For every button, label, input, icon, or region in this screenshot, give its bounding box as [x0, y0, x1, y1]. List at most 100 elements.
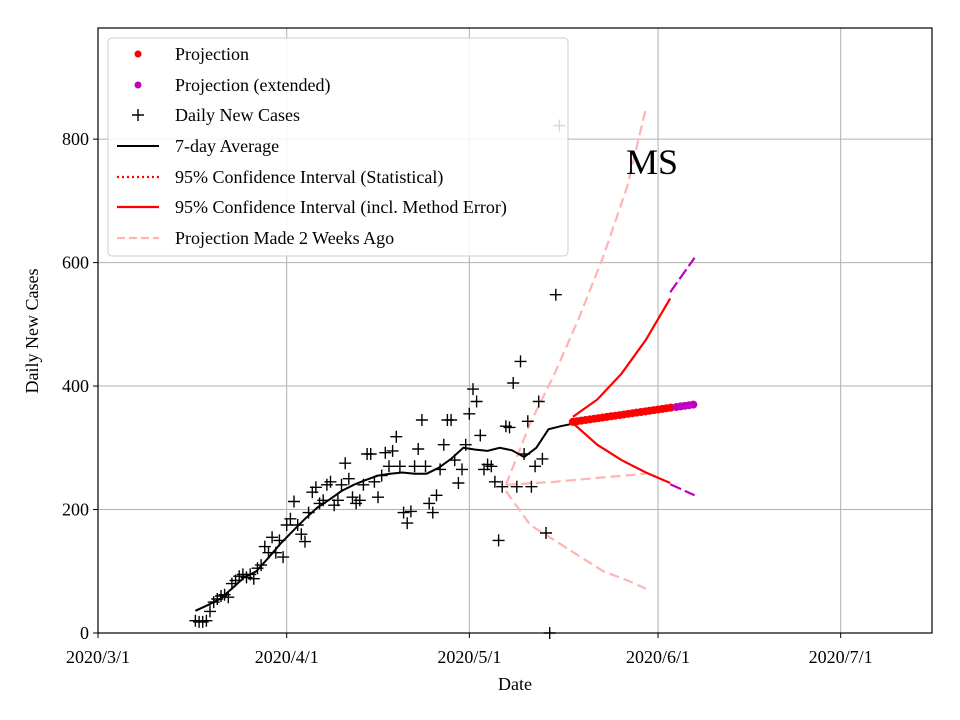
y-axis-label: Daily New Cases — [22, 269, 42, 394]
x-tick-label: 2020/5/1 — [437, 647, 501, 667]
ci-method-line — [572, 422, 671, 485]
legend-symbol-daily — [132, 109, 144, 121]
daily-case-marker — [247, 572, 260, 585]
daily-case-marker — [222, 591, 235, 604]
daily-case-marker — [496, 480, 509, 493]
daily-case-marker — [295, 528, 308, 541]
daily-case-marker — [412, 443, 425, 455]
legend-label: Daily New Cases — [175, 105, 300, 125]
plot-series — [189, 108, 698, 639]
daily-case-marker — [532, 395, 545, 408]
daily-case-marker — [488, 475, 501, 488]
daily-case-marker — [258, 540, 271, 553]
y-tick-label: 400 — [62, 376, 89, 396]
daily-case-marker — [204, 605, 216, 618]
daily-case-marker — [430, 489, 443, 502]
daily-case-marker — [456, 463, 468, 476]
daily-case-marker — [335, 478, 348, 491]
daily-case-marker — [437, 438, 450, 451]
daily-case-marker — [397, 506, 410, 519]
daily-case-marker — [357, 478, 370, 491]
legend-symbol-projection — [134, 50, 142, 58]
daily-case-marker — [507, 377, 520, 389]
ci-method-line — [572, 297, 672, 418]
axis-ticks: 2020/3/1 2020/4/1 2020/5/1 2020/6/1 2020/7/1… — [62, 129, 873, 667]
legend-symbol-projection-extended — [134, 81, 142, 89]
daily-case-marker — [434, 463, 447, 476]
projection-extended-point — [689, 400, 698, 409]
legend-label: Projection Made 2 Weeks Ago — [175, 228, 394, 248]
proj-2w-line — [505, 472, 646, 486]
daily-case-marker — [291, 519, 304, 531]
daily-case-marker — [368, 475, 381, 488]
legend-box — [107, 37, 569, 257]
daily-case-marker — [536, 452, 549, 465]
y-tick-label: 600 — [62, 253, 89, 273]
legend-label: 7-day Average — [175, 136, 279, 156]
daily-case-marker — [426, 506, 439, 519]
legend-label: 95% Confidence Interval (incl. Method Er… — [175, 197, 507, 218]
daily-case-marker — [474, 429, 487, 442]
daily-case-marker — [445, 414, 458, 426]
daily-case-marker — [404, 505, 417, 518]
x-tick-label: 2020/6/1 — [626, 647, 690, 667]
daily-case-marker — [383, 460, 395, 473]
daily-case-marker — [463, 407, 476, 420]
daily-case-marker — [549, 288, 562, 301]
daily-case-marker — [353, 494, 366, 507]
y-tick-label: 200 — [62, 500, 89, 520]
daily-case-marker — [339, 457, 352, 470]
plot-frame — [97, 27, 933, 634]
ci-extended-line — [669, 483, 696, 497]
daily-case-marker — [284, 512, 297, 525]
daily-case-marker — [346, 491, 359, 504]
daily-case-marker — [200, 614, 213, 627]
avg7-line — [194, 423, 571, 612]
daily-case-marker — [273, 534, 286, 547]
daily-case-marker — [423, 497, 436, 510]
daily-case-marker — [269, 546, 282, 559]
legend: Projection Projection (extended) Daily New… — [107, 37, 569, 257]
daily-case-marker — [467, 383, 479, 396]
daily-case-marker — [375, 469, 388, 482]
daily-case-marker — [288, 495, 300, 508]
daily-case-marker — [408, 460, 421, 473]
daily-case-marker — [379, 446, 392, 459]
daily-case-marker — [342, 472, 355, 485]
daily-case-marker — [518, 448, 531, 460]
daily-case-marker — [266, 531, 279, 544]
x-axis-label: Date — [498, 674, 532, 694]
legend-label: Projection — [175, 44, 249, 64]
daily-case-marker — [302, 506, 315, 519]
daily-case-marker — [255, 559, 268, 572]
daily-case-marker — [419, 460, 432, 473]
daily-case-marker — [470, 395, 483, 408]
proj-2w-line — [504, 108, 647, 486]
daily-case-marker — [386, 444, 399, 457]
daily-case-marker — [372, 491, 384, 504]
daily-case-marker — [492, 534, 505, 547]
daily-case-marker — [540, 527, 552, 539]
daily-case-marker — [331, 494, 344, 507]
daily-case-marker — [280, 519, 293, 531]
legend-label: Projection (extended) — [175, 75, 330, 96]
x-tick-label: 2020/4/1 — [255, 647, 319, 667]
daily-case-marker — [415, 414, 428, 426]
daily-case-marker — [452, 477, 465, 489]
daily-case-marker — [401, 517, 414, 530]
daily-case-marker — [448, 454, 461, 467]
daily-case-marker — [309, 481, 322, 494]
chart-title: MS — [626, 142, 678, 182]
daily-case-marker — [510, 480, 523, 493]
daily-case-marker — [317, 494, 330, 507]
daily-case-marker — [459, 438, 472, 451]
daily-case-marker — [364, 448, 377, 460]
daily-case-marker — [514, 355, 527, 368]
daily-case-marker — [485, 460, 498, 473]
daily-case-marker — [390, 430, 403, 443]
ci-extended-line — [669, 257, 696, 293]
daily-case-marker — [393, 460, 406, 473]
daily-case-marker — [299, 535, 311, 548]
daily-case-marker — [503, 421, 516, 434]
